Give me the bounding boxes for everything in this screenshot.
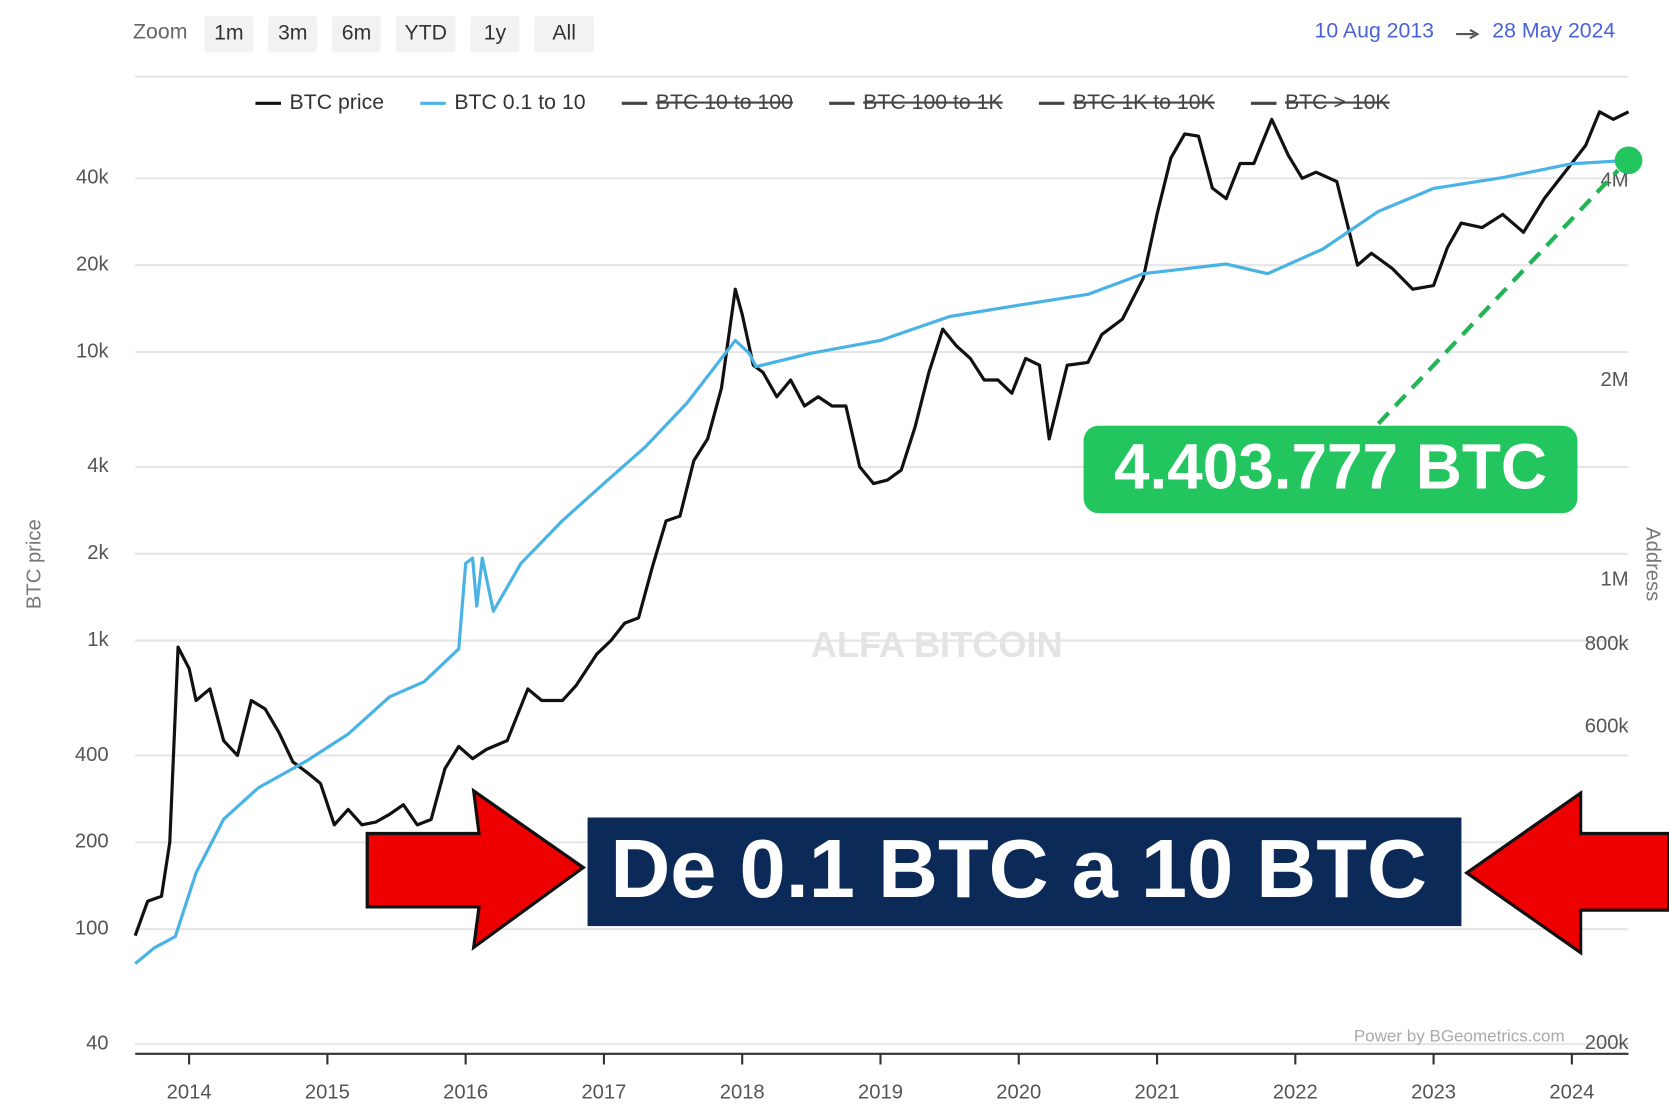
series-line [134, 158, 1629, 965]
series-line [133, 110, 1630, 937]
x-tick-label: 2023 [1411, 1082, 1456, 1104]
annotation-box [1083, 425, 1578, 514]
zoom-button-label[interactable]: All [552, 21, 576, 45]
y2-tick-label: 4M [1600, 169, 1628, 191]
date-to: 28 May 2024 [1492, 19, 1615, 43]
date-arrow-head [1469, 28, 1480, 40]
series-end-marker [1614, 146, 1643, 175]
legend-label[interactable]: BTC price [290, 90, 385, 114]
zoom-button[interactable] [332, 16, 382, 53]
legend-label[interactable]: BTC 1K to 10K [1073, 90, 1215, 114]
y2-axis-label: Address [1642, 527, 1664, 601]
zoom-label: Zoom [133, 20, 187, 44]
arrow-left [1463, 789, 1669, 956]
y2-tick-label: 2M [1600, 369, 1628, 391]
y-tick-label: 4k [87, 455, 109, 477]
x-tick-label: 2014 [167, 1082, 212, 1104]
zoom-button-label[interactable]: 3m [278, 21, 308, 45]
annotation-connector [1376, 168, 1620, 426]
y-axis-label: BTC price [23, 519, 45, 609]
zoom-button-label[interactable]: YTD [404, 21, 447, 45]
y2-tick-label: 200k [1585, 1032, 1630, 1054]
y-tick-label: 40 [86, 1032, 109, 1054]
x-tick-label: 2021 [1135, 1082, 1180, 1104]
y-tick-label: 40k [76, 167, 109, 189]
y-tick-label: 2k [87, 542, 109, 564]
zoom-button[interactable] [204, 16, 254, 53]
x-tick-label: 2019 [858, 1082, 903, 1104]
y2-tick-label: 800k [1585, 633, 1630, 655]
y-tick-label: 1k [87, 629, 109, 651]
headline: De 0.1 BTC a 10 BTC [610, 822, 1427, 915]
x-tick-label: 2020 [996, 1082, 1041, 1104]
legend-label[interactable]: BTC 0.1 to 10 [454, 90, 585, 114]
arrow-right [365, 787, 587, 951]
legend-label[interactable]: BTC > 10K [1285, 90, 1390, 114]
zoom-button-label[interactable]: 6m [342, 21, 372, 45]
zoom-button[interactable] [268, 16, 318, 53]
zoom-button[interactable] [534, 16, 594, 53]
zoom-button[interactable] [470, 16, 520, 53]
x-tick-label: 2016 [443, 1082, 488, 1104]
x-tick-label: 2017 [581, 1082, 626, 1104]
zoom-button[interactable] [395, 16, 456, 53]
y-tick-label: 10k [76, 340, 109, 362]
y2-tick-label: 600k [1585, 716, 1630, 738]
legend-label[interactable]: BTC 10 to 100 [656, 90, 793, 114]
annotation: 4.403.777 BTC [1114, 430, 1547, 502]
y-tick-label: 200 [75, 831, 109, 853]
watermark: ALFA BITCOIN [811, 624, 1063, 665]
x-tick-label: 2018 [720, 1082, 765, 1104]
zoom-button-label[interactable]: 1y [484, 21, 507, 45]
date-from: 10 Aug 2013 [1315, 19, 1434, 43]
zoom-button-label[interactable]: 1m [214, 21, 244, 45]
y2-tick-label: 1M [1600, 569, 1628, 591]
x-tick-label: 2024 [1549, 1082, 1594, 1104]
credit: Power by BGeometrics.com [1354, 1026, 1565, 1045]
y-tick-label: 400 [75, 744, 109, 766]
x-tick-label: 2015 [305, 1082, 350, 1104]
legend-label[interactable]: BTC 100 to 1K [863, 90, 1002, 114]
y-tick-label: 20k [76, 254, 109, 276]
headline-box [587, 817, 1462, 927]
y-tick-label: 100 [75, 918, 109, 940]
x-tick-label: 2022 [1273, 1082, 1318, 1104]
